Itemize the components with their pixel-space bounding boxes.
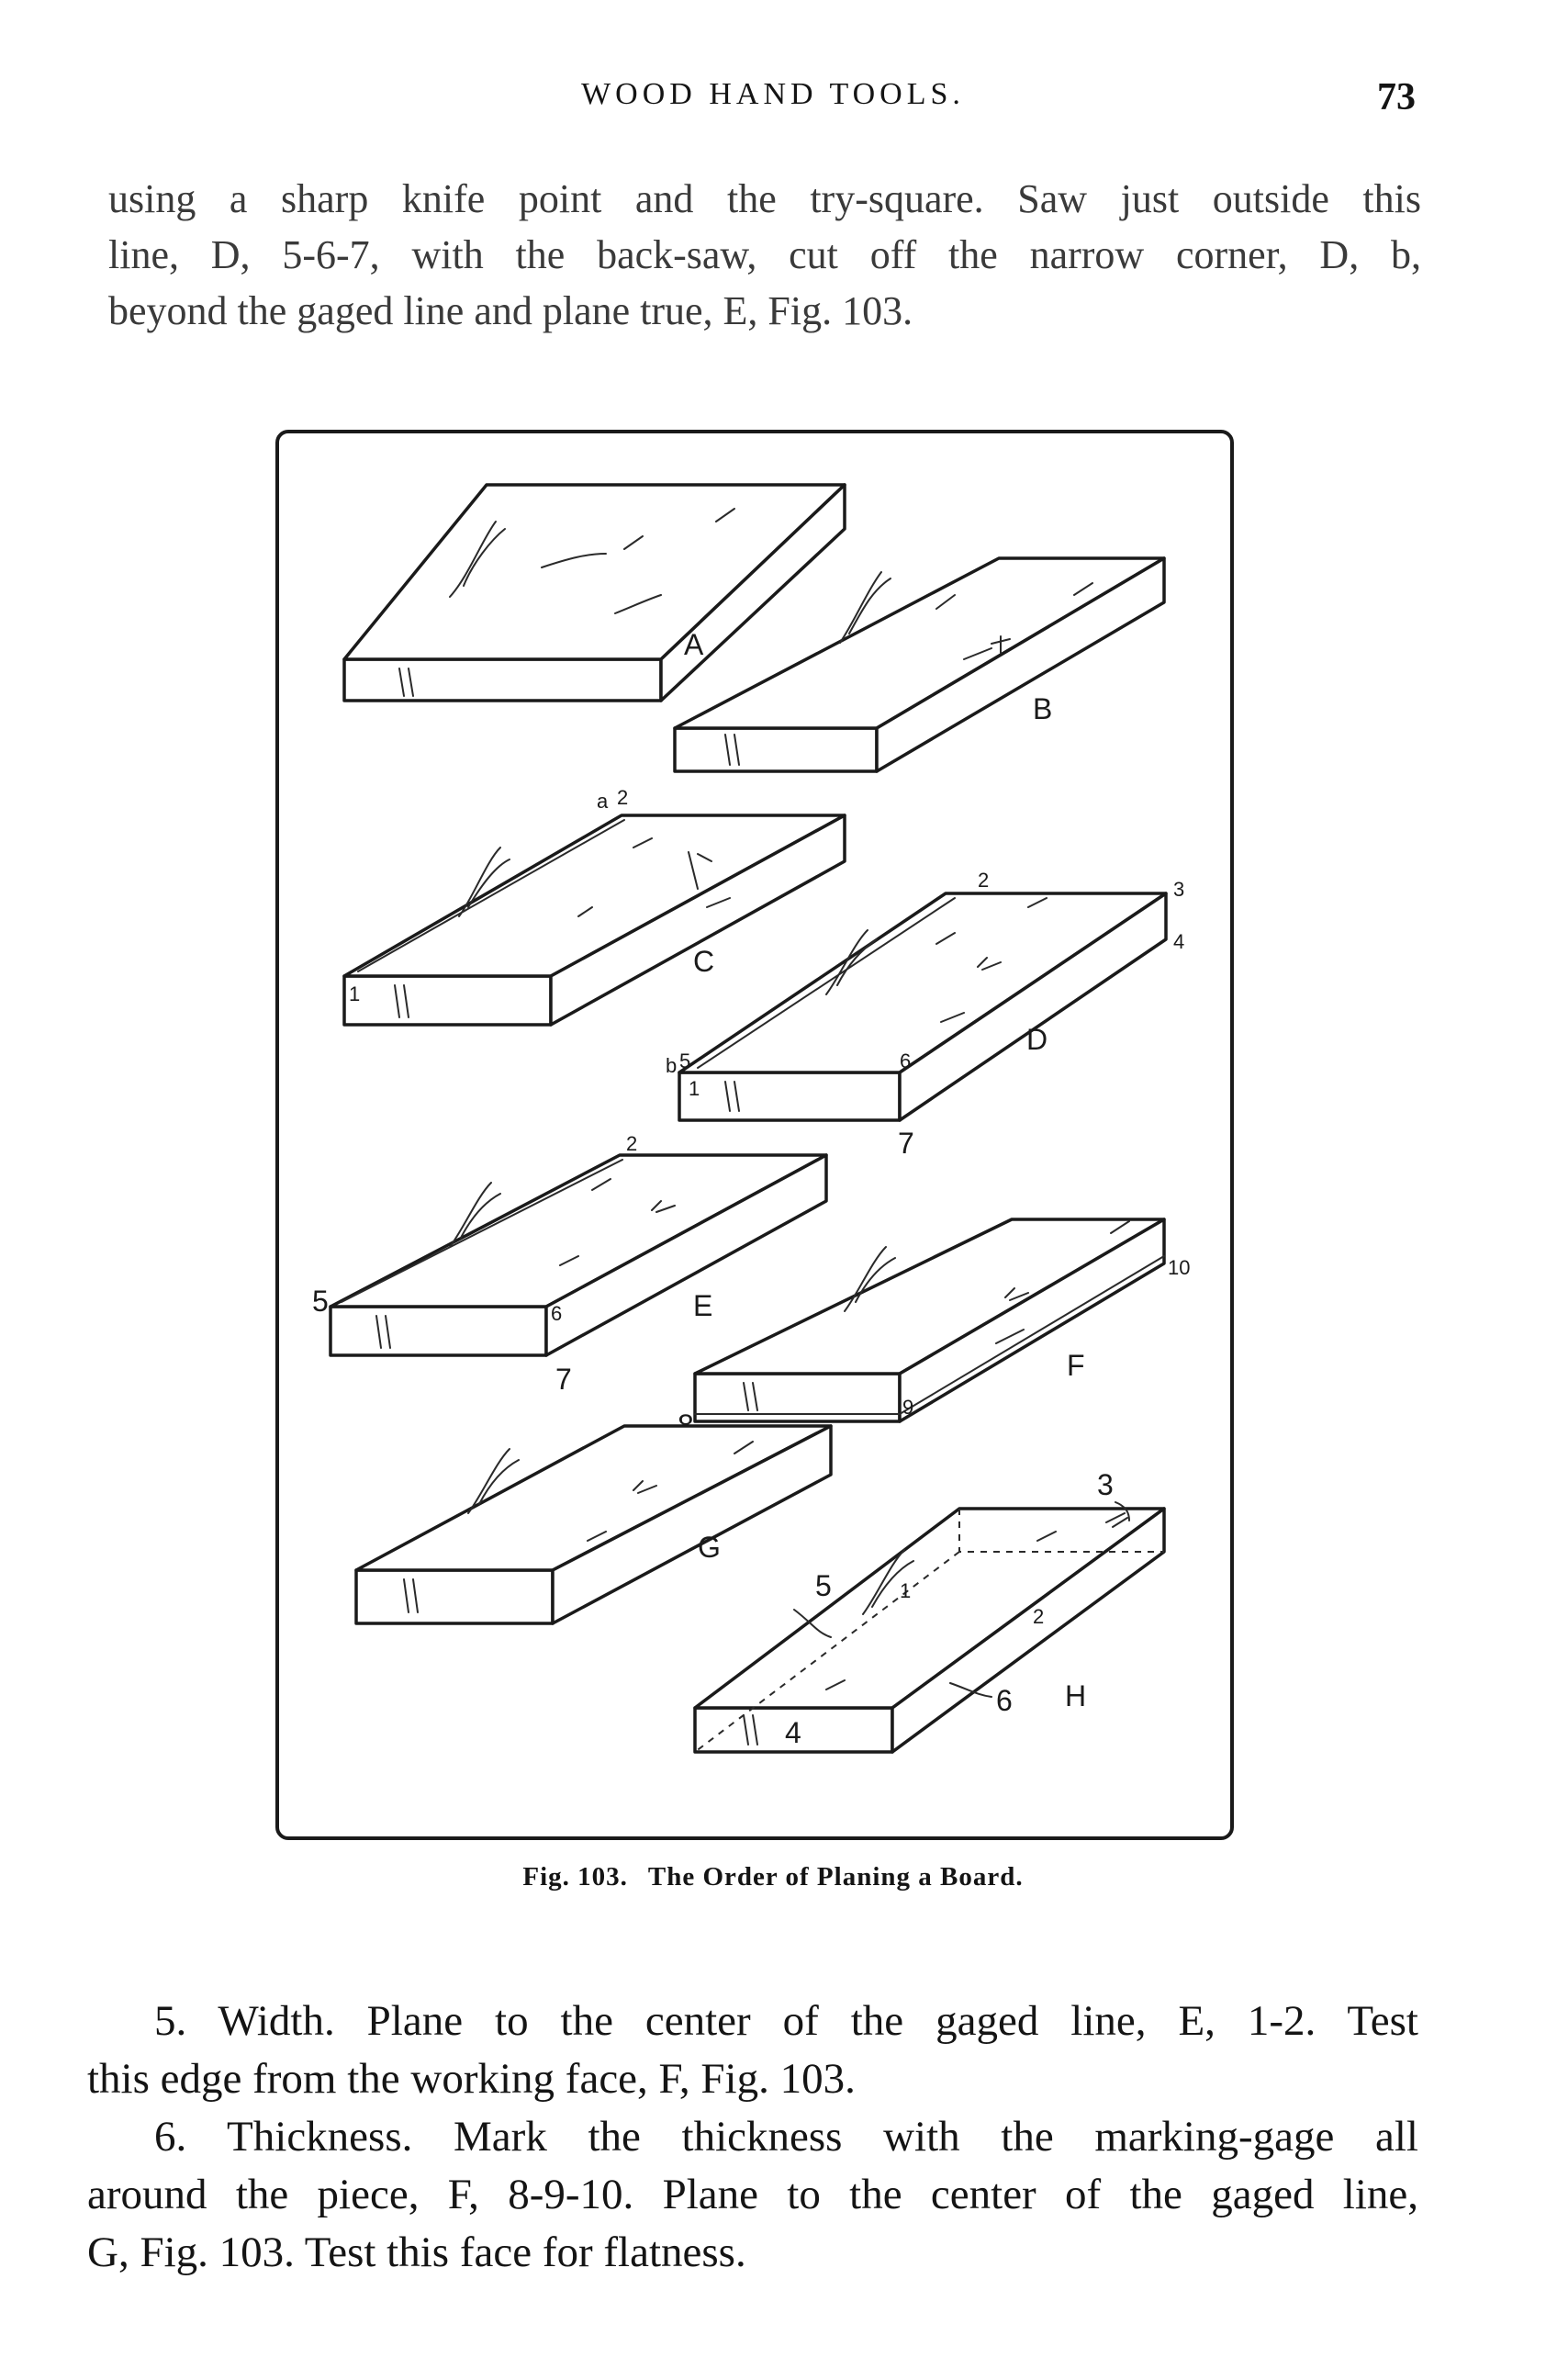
text-line: 6. Thickness. Mark the thickness with th… bbox=[154, 2113, 1418, 2161]
board-mark: 5 bbox=[312, 1285, 329, 1318]
board-mark: b bbox=[666, 1054, 677, 1077]
board-f: 10 8 9 F bbox=[678, 1218, 1190, 1442]
board-label: A bbox=[684, 628, 704, 661]
figure-caption: Fig. 103. The Order of Planing a Board. bbox=[0, 1862, 1546, 1892]
text-line: around the piece, F, 8-9-10. Plane to th… bbox=[87, 2171, 1418, 2218]
board-b: B bbox=[673, 556, 1166, 773]
board-g: G bbox=[354, 1424, 833, 1625]
board-mark: 6 bbox=[996, 1684, 1013, 1717]
board-d: 2 3 4 5 b 1 6 7 D bbox=[666, 869, 1184, 1160]
board-mark: 2 bbox=[617, 786, 628, 809]
text-line: 5. Width. Plane to the center of the gag… bbox=[154, 1997, 1418, 2045]
board-mark: 1 bbox=[689, 1077, 700, 1100]
board-h: 3 5 1 2 6 4 H bbox=[693, 1468, 1166, 1754]
board-label: C bbox=[693, 945, 714, 978]
board-label: D bbox=[1026, 1023, 1047, 1056]
board-label: G bbox=[698, 1531, 721, 1564]
board-a: A bbox=[342, 483, 846, 702]
text-line: G, Fig. 103. Test this face for flatness… bbox=[87, 2228, 746, 2276]
board-mark: 1 bbox=[900, 1579, 911, 1602]
figure-illustration: A B a 2 1 C bbox=[275, 430, 1234, 1840]
board-mark: 1 bbox=[349, 982, 360, 1005]
board-mark: 3 bbox=[1173, 878, 1184, 901]
board-mark: 9 bbox=[902, 1396, 913, 1419]
board-mark: 5 bbox=[815, 1569, 832, 1602]
figure-frame bbox=[275, 430, 1234, 1840]
board-mark: 2 bbox=[978, 869, 989, 892]
board-mark: 6 bbox=[900, 1050, 911, 1072]
paragraph-top: using a sharp knife point and the try-sq… bbox=[108, 171, 1421, 339]
paragraph-width: 5. Width. Plane to the center of the gag… bbox=[87, 1993, 1418, 2108]
text-line: beyond the gaged line and plane true, E,… bbox=[108, 288, 913, 333]
board-e: 2 5 6 7 E bbox=[312, 1132, 828, 1396]
board-mark: 7 bbox=[898, 1127, 914, 1160]
running-title: WOOD HAND TOOLS. bbox=[581, 77, 965, 111]
paragraph-thickness: 6. Thickness. Mark the thickness with th… bbox=[87, 2108, 1418, 2282]
caption-number: Fig. 103. bbox=[522, 1862, 628, 1892]
board-label: F bbox=[1067, 1349, 1085, 1382]
text-line: line, D, 5-6-7, with the back-saw, cut o… bbox=[108, 232, 1421, 277]
board-mark: a bbox=[597, 790, 609, 813]
page-number: 73 bbox=[1377, 76, 1416, 118]
board-label: B bbox=[1033, 692, 1052, 725]
board-label: E bbox=[693, 1289, 712, 1322]
board-mark: 3 bbox=[1097, 1468, 1114, 1501]
figure-planing-order: A B a 2 1 C bbox=[275, 430, 1244, 1840]
text-line: using a sharp knife point and the try-sq… bbox=[108, 176, 1421, 221]
board-mark: 4 bbox=[785, 1716, 801, 1749]
caption-text: The Order of Planing a Board. bbox=[647, 1862, 1024, 1892]
text-line: this edge from the working face, F, Fig.… bbox=[87, 2055, 856, 2103]
board-mark: 5 bbox=[679, 1050, 690, 1072]
board-c: a 2 1 C bbox=[342, 786, 846, 1027]
board-mark: 4 bbox=[1173, 930, 1184, 953]
board-label: H bbox=[1065, 1679, 1086, 1712]
board-mark: 2 bbox=[1033, 1605, 1044, 1628]
board-mark: 7 bbox=[555, 1363, 572, 1396]
board-mark: 6 bbox=[551, 1302, 562, 1325]
board-mark: 10 bbox=[1168, 1256, 1190, 1279]
board-mark: 2 bbox=[626, 1132, 637, 1155]
